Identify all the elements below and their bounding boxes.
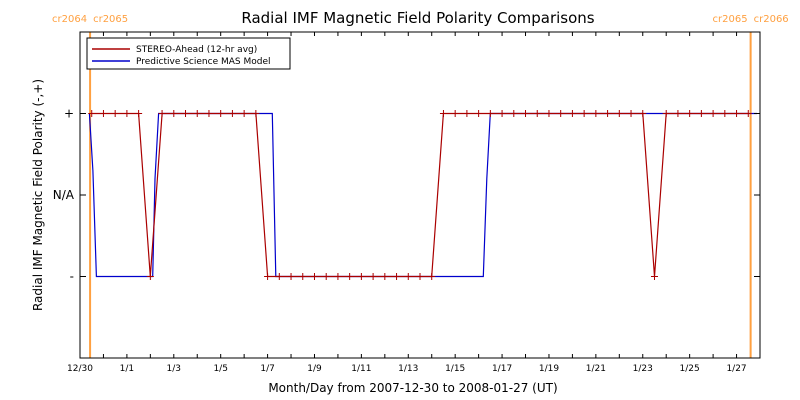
data-point (381, 273, 389, 280)
data-point (158, 110, 166, 117)
y-tick-label: + (64, 107, 74, 121)
data-point (697, 110, 705, 117)
data-point (357, 273, 365, 280)
x-tick-label: 1/27 (726, 364, 746, 374)
data-point (334, 273, 342, 280)
data-point (135, 110, 143, 117)
data-point (310, 273, 318, 280)
data-point (205, 110, 213, 117)
data-point (604, 110, 612, 117)
data-point (346, 273, 354, 280)
data-point (533, 110, 541, 117)
series-layer (88, 110, 757, 280)
data-point (451, 110, 459, 117)
data-point (369, 273, 377, 280)
cr-label-after: cr2065 (93, 14, 128, 25)
data-point (475, 110, 483, 117)
data-point (416, 273, 424, 280)
legend-label-model: Predictive Science MAS Model (136, 57, 271, 67)
legend: STEREO-Ahead (12-hr avg) Predictive Scie… (86, 37, 291, 70)
data-point (721, 110, 729, 117)
x-tick-label: 1/15 (445, 364, 465, 374)
x-tick-label: 1/25 (680, 364, 700, 374)
x-tick-label: 1/19 (539, 364, 559, 374)
data-point (322, 273, 330, 280)
chart-title: Radial IMF Magnetic Field Polarity Compa… (241, 9, 594, 27)
data-point (580, 110, 588, 117)
data-point (393, 273, 401, 280)
x-axis-label: Month/Day from 2007-12-30 to 2008-01-27 … (268, 381, 557, 395)
data-point (193, 110, 201, 117)
data-point (615, 110, 623, 117)
data-point (217, 110, 225, 117)
data-point (733, 110, 741, 117)
data-point (264, 273, 272, 280)
legend-box (86, 37, 291, 70)
x-tick-label: 1/13 (398, 364, 418, 374)
data-point (146, 273, 154, 280)
x-tick-label: 1/21 (586, 364, 606, 374)
data-point (650, 273, 658, 280)
data-point (744, 110, 752, 117)
data-point (522, 110, 530, 117)
data-point (557, 110, 565, 117)
data-point (299, 273, 307, 280)
data-point (662, 110, 670, 117)
data-point (228, 110, 236, 117)
data-point (123, 110, 131, 117)
data-point (463, 110, 471, 117)
data-point (287, 273, 295, 280)
data-point (709, 110, 717, 117)
data-point (510, 110, 518, 117)
y-tick-label: - (70, 270, 74, 284)
data-point (568, 110, 576, 117)
y-tick-label: N/A (53, 188, 75, 202)
data-point (439, 110, 447, 117)
data-point (99, 110, 107, 117)
data-point (592, 110, 600, 117)
x-tick-label: 12/30 (67, 364, 93, 374)
x-axis-ticks: 12/30 1/1 1/3 1/5 1/7 1/9 1/11 1/13 1/15 1/17 1/19… (67, 32, 761, 374)
carrington-rotation-markers: cr2064 cr2065 cr2065 cr2066 (52, 14, 789, 358)
data-point (170, 110, 178, 117)
cr-label-after: cr2066 (754, 14, 789, 25)
data-point (111, 110, 119, 117)
x-tick-label: 1/17 (492, 364, 512, 374)
data-point (182, 110, 190, 117)
x-tick-label: 1/5 (213, 364, 227, 374)
data-point (498, 110, 506, 117)
data-point (486, 110, 494, 117)
data-point (275, 273, 283, 280)
data-point (428, 273, 436, 280)
data-point (404, 273, 412, 280)
x-tick-label: 1/7 (260, 364, 274, 374)
x-tick-label: 1/3 (167, 364, 181, 374)
x-tick-label: 1/1 (120, 364, 134, 374)
data-point (686, 110, 694, 117)
data-point (627, 110, 635, 117)
data-point (674, 110, 682, 117)
data-point (240, 110, 248, 117)
x-tick-label: 1/23 (633, 364, 653, 374)
data-point (88, 110, 96, 117)
y-axis-label: Radial IMF Magnetic Field Polarity (-,+) (31, 79, 45, 311)
x-tick-label: 1/11 (351, 364, 371, 374)
cr-label-before: cr2064 (52, 14, 87, 25)
data-point (545, 110, 553, 117)
data-point (252, 110, 260, 117)
cr-label-before: cr2065 (713, 14, 748, 25)
legend-label-stereo: STEREO-Ahead (12-hr avg) (136, 45, 257, 55)
y-axis-ticks: + N/A - (53, 107, 760, 284)
data-point (639, 110, 647, 117)
x-tick-label: 1/9 (307, 364, 322, 374)
